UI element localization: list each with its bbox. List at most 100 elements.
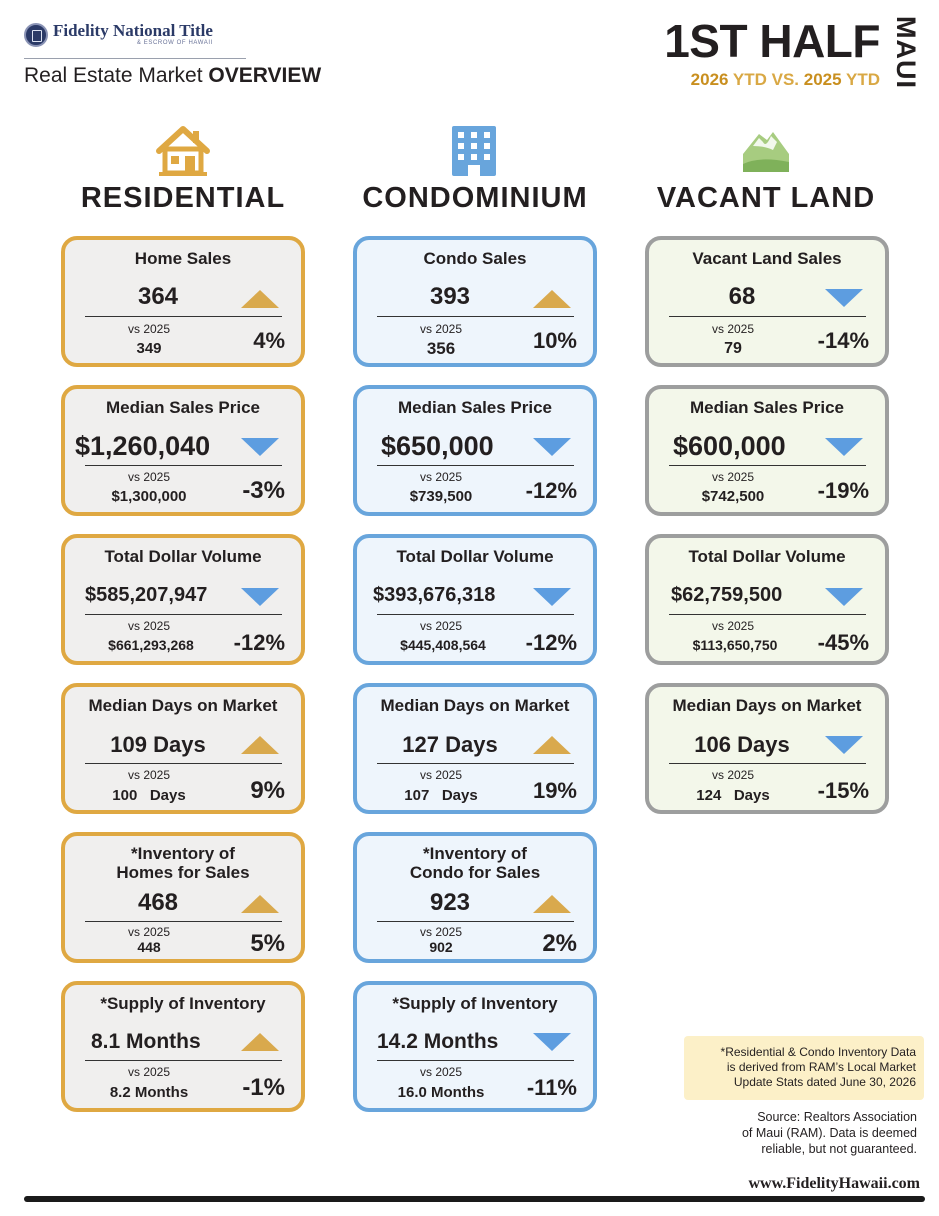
card-divider — [377, 1060, 574, 1061]
current-value: $600,000 — [673, 431, 786, 461]
stat-card-median-days-on-market: Median Days on Market 109 Days vs 2025 1… — [61, 683, 305, 814]
source-line: reliable, but not guaranteed. — [761, 1142, 917, 1156]
card-divider — [669, 614, 866, 615]
logo-divider — [24, 58, 246, 59]
card-divider — [377, 465, 574, 466]
period-comparison: 2026 YTD VS. 2025 YTD — [600, 70, 880, 90]
condominium-heading: CONDOMINIUM — [362, 182, 588, 214]
stat-card-supply-of-inventory: *Supply of Inventory 14.2 Months vs 2025… — [353, 981, 597, 1112]
prior-value: 124 Days — [696, 787, 770, 804]
trend-down-icon — [825, 289, 863, 307]
percent-change: 5% — [250, 930, 285, 957]
residential-heading: RESIDENTIAL — [80, 182, 286, 214]
trend-down-icon — [533, 588, 571, 606]
card-title-line-1: *Inventory of — [131, 844, 235, 863]
percent-change: -15% — [817, 778, 869, 803]
current-value: 68 — [728, 283, 756, 310]
card-title: *Supply of Inventory — [100, 994, 266, 1013]
source-line: Source: Realtors Association — [757, 1110, 917, 1124]
stat-card-condo-sales: Condo Sales 393 vs 2025 356 10% — [353, 236, 597, 367]
trend-up-icon — [533, 290, 571, 308]
card-title: *Supply of Inventory — [392, 994, 558, 1013]
stat-card-inventory: *Inventory of Condo for Sales 923 vs 202… — [353, 832, 597, 963]
comparison-label: vs 2025 — [419, 322, 463, 336]
card-title: Median Days on Market — [380, 696, 570, 715]
trend-up-icon — [241, 895, 279, 913]
company-seal-icon — [24, 22, 48, 47]
card-divider — [377, 921, 574, 922]
inventory-footnote: *Residential & Condo Inventory Data is d… — [684, 1036, 924, 1100]
card-divider — [85, 316, 282, 317]
comparison-label: vs 2025 — [711, 768, 755, 782]
card-divider — [85, 1060, 282, 1061]
trend-down-icon — [533, 1033, 571, 1051]
percent-change: -45% — [817, 630, 869, 655]
current-value: $393,676,318 — [373, 584, 496, 606]
percent-change: -12% — [233, 630, 285, 655]
region-name: MAUI — [891, 16, 921, 89]
stat-card-median-days-on-market: Median Days on Market 106 Days vs 2025 1… — [645, 683, 889, 814]
comparison-label: vs 2025 — [127, 925, 171, 939]
trend-down-icon — [241, 588, 279, 606]
stat-card-inventory: *Inventory of Homes for Sales 468 vs 202… — [61, 832, 305, 963]
current-value: 393 — [429, 283, 471, 310]
prior-value: $1,300,000 — [111, 488, 187, 505]
card-title: Median Sales Price — [105, 398, 261, 417]
trend-up-icon — [241, 290, 279, 308]
footnote-line: Update Stats dated June 30, 2026 — [733, 1075, 916, 1089]
current-value: $650,000 — [381, 431, 494, 461]
trend-down-icon — [825, 438, 863, 456]
prior-value: $739,500 — [409, 488, 473, 505]
percent-change: 4% — [253, 328, 285, 353]
report-subtitle: Real Estate Market OVERVIEW — [24, 64, 321, 88]
trend-up-icon — [533, 736, 571, 754]
comparison-label: vs 2025 — [711, 470, 755, 484]
prior-value: 16.0 Months — [397, 1084, 485, 1101]
stat-card-supply-of-inventory: *Supply of Inventory 8.1 Months vs 2025 … — [61, 981, 305, 1112]
percent-change: -3% — [242, 477, 285, 504]
card-divider — [377, 614, 574, 615]
house-icon — [156, 126, 210, 176]
card-title: Median Sales Price — [689, 398, 845, 417]
card-title: *Inventory of Condo for Sales — [357, 844, 593, 882]
percent-change: -12% — [525, 478, 577, 503]
prior-value: 356 — [426, 339, 456, 358]
comparison-label: vs 2025 — [127, 1065, 171, 1079]
trend-down-icon — [825, 736, 863, 754]
stat-card-vacant-land-sales: Vacant Land Sales 68 vs 2025 79 -14% — [645, 236, 889, 367]
trend-down-icon — [825, 588, 863, 606]
comparison-label: vs 2025 — [419, 619, 463, 633]
report-period: 1ST HALF — [664, 15, 880, 67]
brand-subtitle: & ESCROW OF HAWAII — [136, 40, 213, 46]
card-divider — [669, 763, 866, 764]
stat-card-median-sales-price: Median Sales Price $650,000 vs 2025 $739… — [353, 385, 597, 516]
percent-change: 10% — [532, 328, 577, 353]
current-value: 8.1 Months — [91, 1030, 201, 1053]
comparison-label: vs 2025 — [127, 322, 171, 336]
company-logo: Fidelity National Title & ESCROW OF HAWA… — [24, 22, 213, 47]
card-title: Condo Sales — [423, 249, 527, 268]
percent-change: -11% — [526, 1075, 577, 1100]
card-title: *Inventory of Homes for Sales — [65, 844, 301, 882]
prior-value: $113,650,750 — [692, 637, 778, 653]
stat-card-median-sales-price: Median Sales Price $600,000 vs 2025 $742… — [645, 385, 889, 516]
current-value: 106 Days — [694, 732, 790, 757]
card-title: Median Sales Price — [397, 398, 553, 417]
compare-mid: YTD VS. — [728, 70, 804, 89]
current-value: 468 — [137, 889, 179, 916]
vacant-land-heading: VACANT LAND — [656, 182, 876, 214]
comparison-label: vs 2025 — [711, 619, 755, 633]
card-title: Median Days on Market — [672, 696, 862, 715]
footnote-line: *Residential & Condo Inventory Data — [720, 1045, 916, 1059]
comparison-label: vs 2025 — [419, 1065, 463, 1079]
website-link[interactable]: www.FidelityHawaii.com — [748, 1175, 920, 1192]
card-divider — [85, 921, 282, 922]
card-divider — [377, 763, 574, 764]
current-value: 364 — [137, 283, 179, 310]
stat-card-median-days-on-market: Median Days on Market 127 Days vs 2025 1… — [353, 683, 597, 814]
prior-value: 8.2 Months — [109, 1084, 189, 1101]
trend-up-icon — [241, 736, 279, 754]
card-title: Total Dollar Volume — [104, 547, 262, 566]
prior-value: 79 — [724, 340, 742, 357]
comparison-label: vs 2025 — [419, 925, 463, 939]
